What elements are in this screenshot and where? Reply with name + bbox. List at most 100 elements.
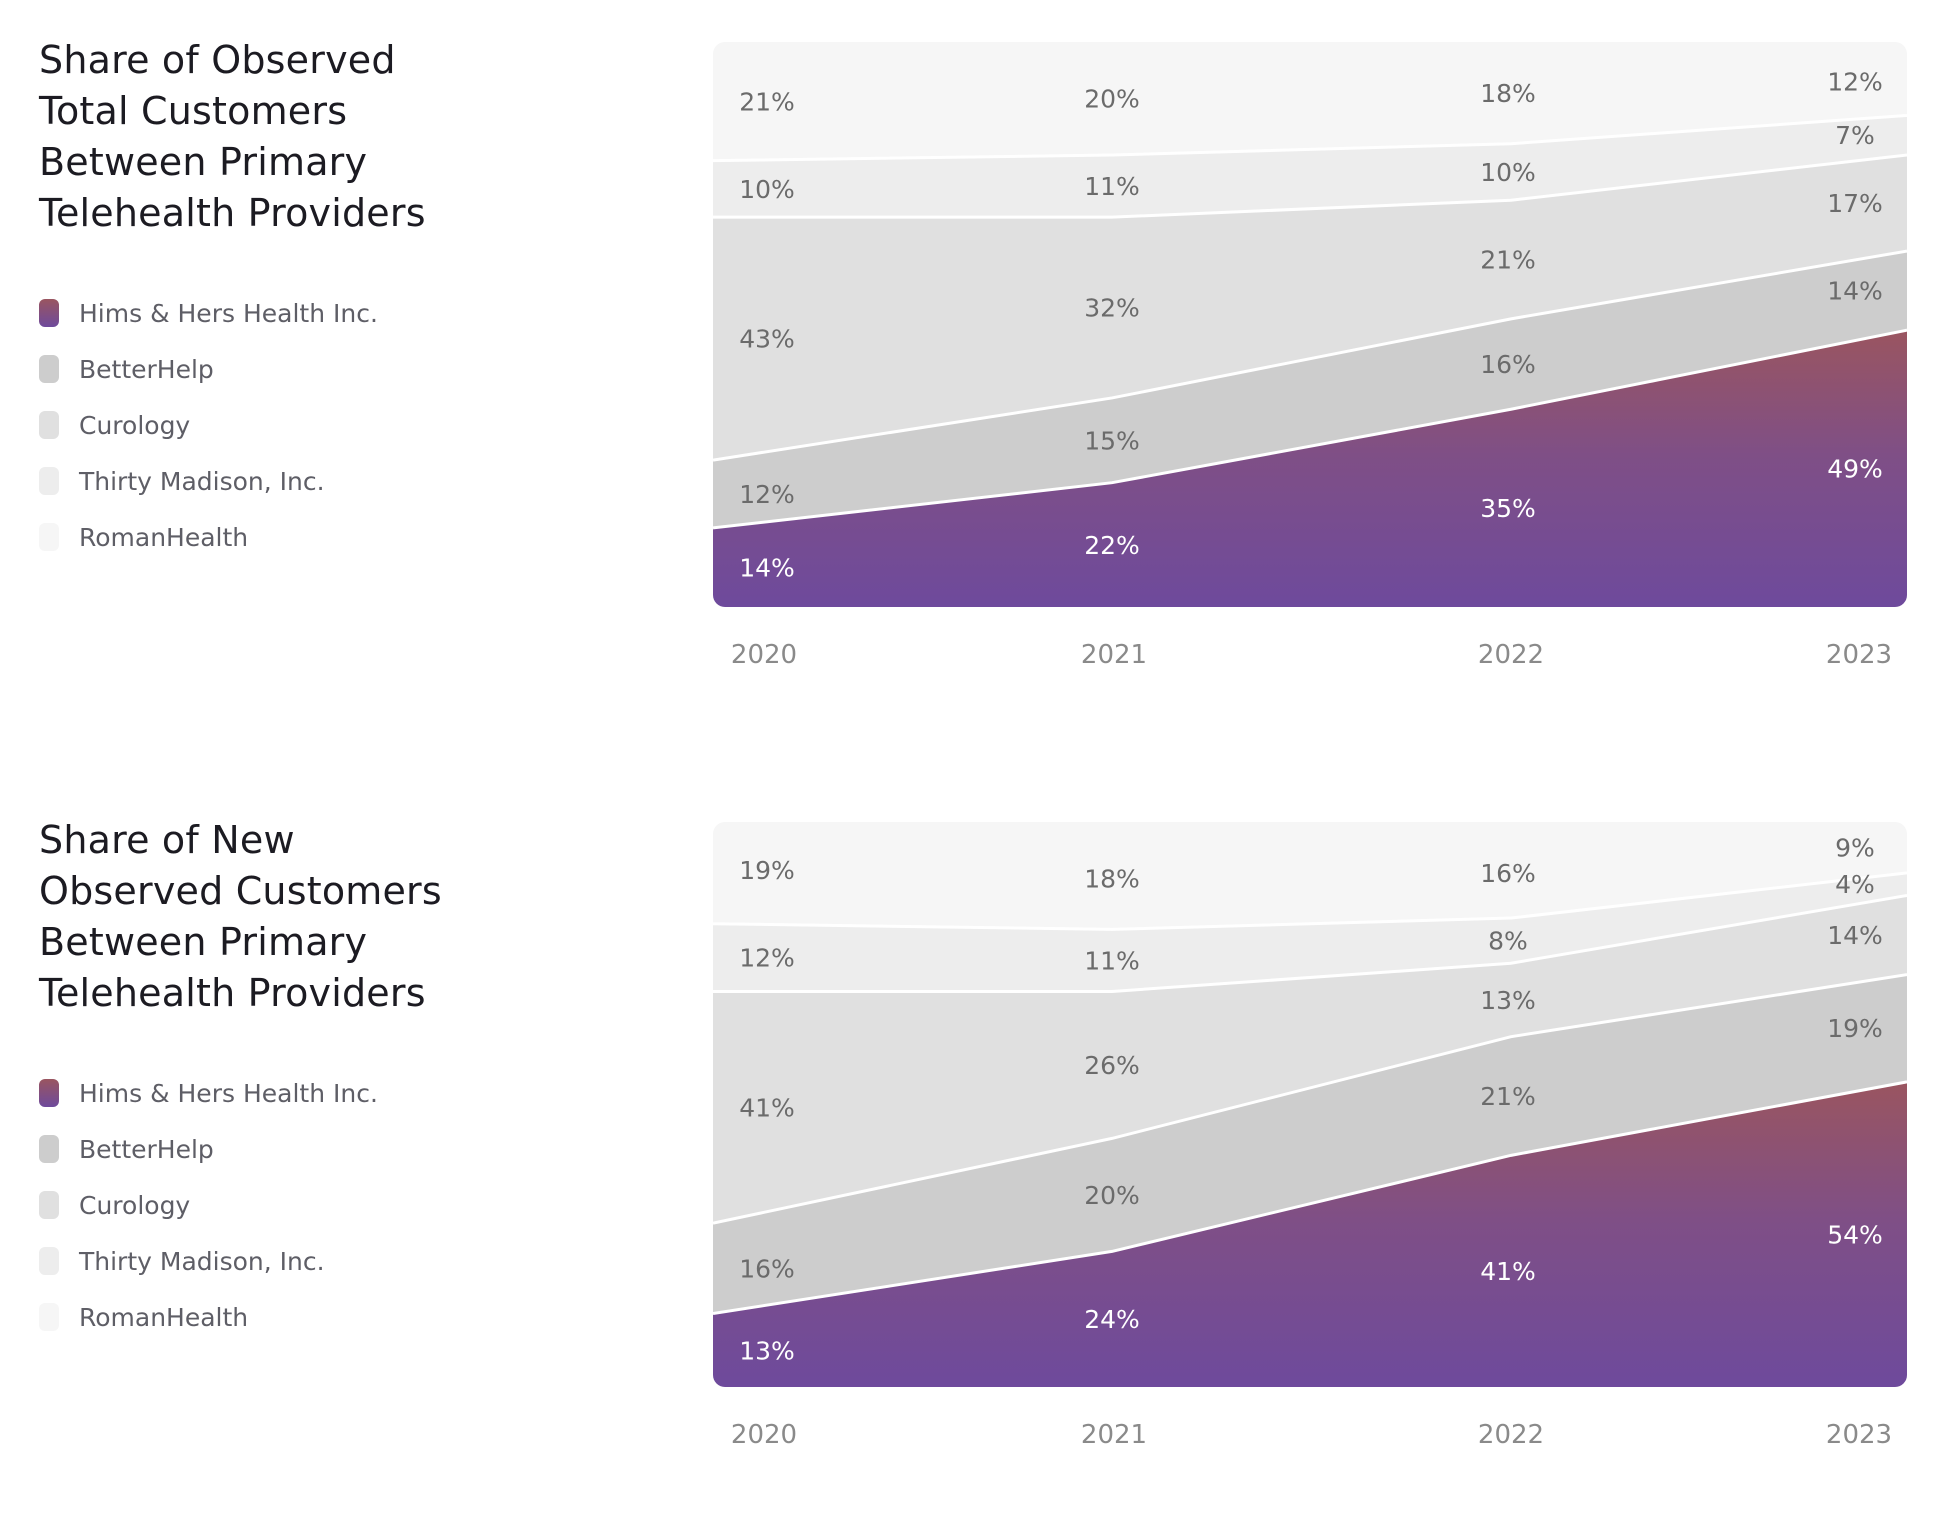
hims-area: [713, 1081, 1907, 1387]
hims-area: [713, 330, 1907, 607]
legend-label: Thirty Madison, Inc.: [79, 1246, 325, 1276]
data-label: 12%: [739, 944, 795, 973]
betterhelp-swatch-icon: [39, 355, 59, 383]
data-label: 32%: [1084, 294, 1140, 323]
area-boundary-line: [713, 871, 1907, 931]
data-label: 12%: [739, 480, 795, 509]
data-label: 41%: [1480, 1257, 1536, 1286]
legend: Hims & Hers Health Inc. BetterHelp Curol…: [39, 1065, 479, 1345]
data-label: 22%: [1084, 531, 1140, 560]
data-label: 19%: [1827, 1014, 1883, 1043]
curology-area: [713, 155, 1907, 461]
stacked-area-chart: 14% 22% 35% 49% 12% 15% 16% 14% 43% 32% 21% 17% 10% 1…: [713, 42, 1907, 670]
area-boundary-line: [713, 153, 1907, 219]
data-label: 14%: [1827, 921, 1883, 950]
legend-item-hims: Hims & Hers Health Inc.: [39, 1065, 479, 1121]
data-label: 54%: [1827, 1220, 1883, 1249]
curology-swatch-icon: [39, 411, 59, 439]
data-label: 14%: [739, 553, 795, 582]
data-label: 21%: [1480, 246, 1536, 275]
data-label: 4%: [1835, 870, 1875, 899]
x-tick-label: 2021: [1081, 1420, 1147, 1450]
chart-panel-total-customers: Share of Observed Total Customers Betwee…: [0, 0, 1950, 735]
plot-area: [713, 822, 1907, 1387]
legend-item-betterhelp: BetterHelp: [39, 1121, 479, 1177]
legend-item-thirty-madison: Thirty Madison, Inc.: [39, 453, 479, 509]
x-tick-label: 2022: [1478, 1420, 1544, 1450]
legend-item-romanhealth: RomanHealth: [39, 1289, 479, 1345]
data-label: 14%: [1827, 277, 1883, 306]
data-label: 21%: [739, 87, 795, 116]
data-label: 24%: [1084, 1305, 1140, 1334]
legend-item-thirty-madison: Thirty Madison, Inc.: [39, 1233, 479, 1289]
data-label: 13%: [1480, 986, 1536, 1015]
x-tick-label: 2020: [731, 1420, 797, 1450]
data-label: 16%: [739, 1254, 795, 1283]
data-label: 26%: [1084, 1051, 1140, 1080]
data-label: 11%: [1084, 946, 1140, 975]
legend-item-curology: Curology: [39, 1177, 479, 1233]
legend-label: Curology: [79, 410, 191, 440]
data-label: 20%: [1084, 85, 1140, 114]
curology-swatch-icon: [39, 1191, 59, 1219]
area-boundary-line: [713, 113, 1907, 163]
chart-sidebar: Share of Observed Total Customers Betwee…: [39, 35, 479, 565]
romanhealth-area: [713, 42, 1907, 161]
legend-label: Thirty Madison, Inc.: [79, 466, 325, 496]
legend: Hims & Hers Health Inc. BetterHelp Curol…: [39, 285, 479, 565]
chart-panel-new-customers: Share of New Observed Customers Between …: [0, 780, 1950, 1515]
legend-label: BetterHelp: [79, 354, 214, 384]
area-boundary-line: [713, 249, 1907, 462]
curology-area: [713, 895, 1907, 1224]
data-label: 43%: [739, 325, 795, 354]
area-boundary-line: [713, 893, 1907, 993]
x-tick-label: 2021: [1081, 640, 1147, 670]
legend-label: Curology: [79, 1190, 191, 1220]
data-label: 9%: [1835, 833, 1875, 862]
hims-swatch-icon: [39, 1079, 59, 1107]
legend-item-romanhealth: RomanHealth: [39, 509, 479, 565]
area-boundary-line: [713, 328, 1907, 530]
betterhelp-area: [713, 974, 1907, 1314]
data-label: 20%: [1084, 1181, 1140, 1210]
x-tick-label: 2023: [1826, 640, 1892, 670]
hims-swatch-icon: [39, 299, 59, 327]
data-label: 19%: [739, 856, 795, 885]
chart-title: Share of New Observed Customers Between …: [39, 818, 442, 1015]
x-tick-label: 2022: [1478, 640, 1544, 670]
legend-label: Hims & Hers Health Inc.: [79, 1078, 378, 1108]
romanhealth-swatch-icon: [39, 523, 59, 551]
thirty-madison-area: [713, 115, 1907, 218]
legend-item-betterhelp: BetterHelp: [39, 341, 479, 397]
data-label: 15%: [1084, 426, 1140, 455]
chart-sidebar: Share of New Observed Customers Between …: [39, 815, 479, 1345]
data-label: 17%: [1827, 189, 1883, 218]
romanhealth-swatch-icon: [39, 1303, 59, 1331]
x-tick-label: 2020: [731, 640, 797, 670]
data-label: 10%: [1480, 158, 1536, 187]
thirty-madison-swatch-icon: [39, 467, 59, 495]
x-tick-label: 2023: [1826, 1420, 1892, 1450]
area-boundary-line: [713, 1080, 1907, 1316]
data-label: 16%: [1480, 859, 1536, 888]
data-label: 7%: [1835, 121, 1875, 150]
data-label: 12%: [1827, 68, 1883, 97]
data-label: 13%: [739, 1336, 795, 1365]
data-label: 35%: [1480, 494, 1536, 523]
legend-label: RomanHealth: [79, 522, 249, 552]
data-label: 10%: [739, 175, 795, 204]
legend-item-hims: Hims & Hers Health Inc.: [39, 285, 479, 341]
data-label: 41%: [739, 1093, 795, 1122]
betterhelp-swatch-icon: [39, 1135, 59, 1163]
legend-label: RomanHealth: [79, 1302, 249, 1332]
data-label: 18%: [1480, 79, 1536, 108]
romanhealth-area: [713, 822, 1907, 930]
data-label: 49%: [1827, 455, 1883, 484]
data-label: 21%: [1480, 1082, 1536, 1111]
betterhelp-area: [713, 251, 1907, 528]
data-label: 8%: [1488, 927, 1528, 956]
plot-area: [713, 42, 1907, 607]
legend-item-curology: Curology: [39, 397, 479, 453]
legend-label: Hims & Hers Health Inc.: [79, 298, 378, 328]
data-label: 11%: [1084, 172, 1140, 201]
